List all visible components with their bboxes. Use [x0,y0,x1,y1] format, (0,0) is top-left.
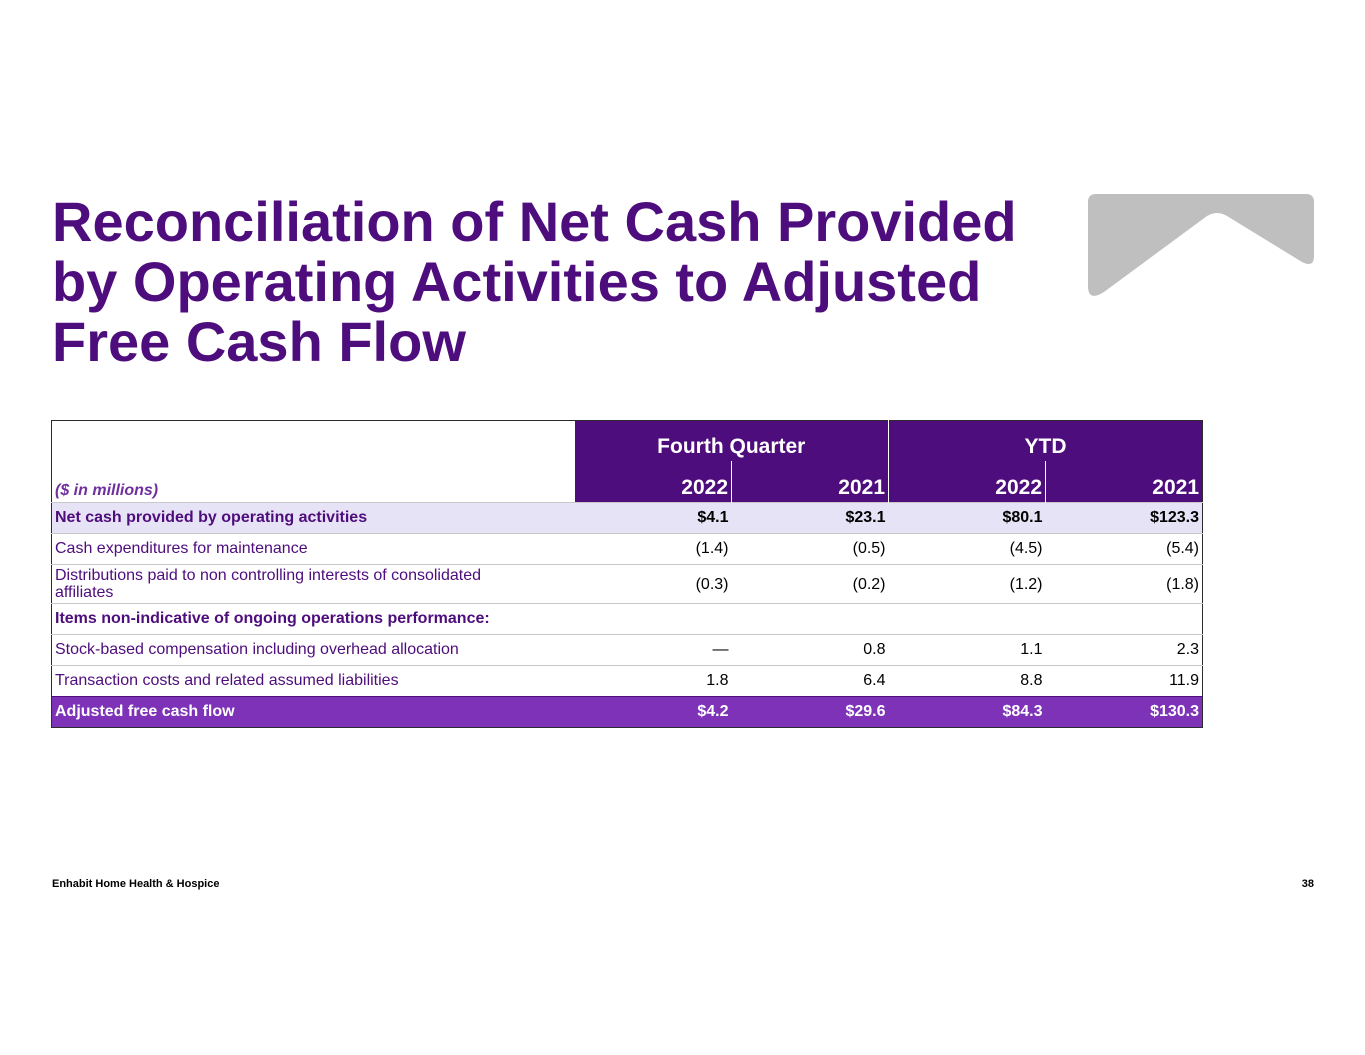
table-row: Distributions paid to non controlling in… [51,564,1203,604]
cell-value: $4.1 [574,502,732,534]
chevron-logo-icon [1088,194,1314,296]
row-label: Transaction costs and related assumed li… [51,665,575,697]
header-ytd-2022: 2022 [888,461,1047,503]
table-row: Transaction costs and related assumed li… [51,665,1203,697]
cell-value: $123.3 [1045,502,1203,534]
row-label: Cash expenditures for maintenance [51,533,575,565]
page-title: Reconciliation of Net Cash Provided by O… [52,190,1017,373]
cell-value [888,603,1046,635]
header-ytd: YTD [888,420,1203,461]
cell-value: — [574,634,732,666]
header-q4-2022: 2022 [574,461,732,503]
cell-value [731,603,889,635]
cell-value: 2.3 [1045,634,1203,666]
table-row-total: Adjusted free cash flow $4.2 $29.6 $84.3… [51,696,1203,728]
cell-value: (0.3) [574,564,732,604]
cell-value: (0.2) [731,564,889,604]
table-row: Net cash provided by operating activitie… [51,502,1203,534]
header-ytd-2021: 2021 [1045,461,1203,503]
table-year-header-row: ($ in millions) 2022 2021 2022 2021 [51,461,1203,503]
cell-value: 0.8 [731,634,889,666]
cell-value: 6.4 [731,665,889,697]
cell-value: 1.1 [888,634,1046,666]
header-q4-2021: 2021 [731,461,890,503]
row-label: Items non-indicative of ongoing operatio… [51,603,575,635]
footer-company-name: Enhabit Home Health & Hospice [52,878,220,890]
cell-value [1045,603,1203,635]
cell-value [574,603,732,635]
reconciliation-table: Fourth Quarter YTD ($ in millions) 2022 … [51,420,1204,728]
header-blank-cell [51,420,575,461]
cell-value: $80.1 [888,502,1046,534]
cell-value: $84.3 [888,696,1046,728]
table-row: Items non-indicative of ongoing operatio… [51,603,1203,635]
row-label: Adjusted free cash flow [51,696,575,728]
table-group-header-row: Fourth Quarter YTD [51,420,1203,461]
cell-value: 11.9 [1045,665,1203,697]
cell-value: 8.8 [888,665,1046,697]
cell-value: $130.3 [1045,696,1203,728]
row-label: Distributions paid to non controlling in… [51,564,575,604]
cell-value: (5.4) [1045,533,1203,565]
cell-value: $4.2 [574,696,732,728]
cell-value: (4.5) [888,533,1046,565]
cell-value: (1.8) [1045,564,1203,604]
page-number: 38 [1301,878,1314,890]
cell-value: 1.8 [574,665,732,697]
row-label: Net cash provided by operating activitie… [51,502,575,534]
cell-value: (1.2) [888,564,1046,604]
row-label: Stock-based compensation including overh… [51,634,575,666]
unit-label: ($ in millions) [51,461,575,503]
cell-value: $23.1 [731,502,889,534]
cell-value: (0.5) [731,533,889,565]
cell-value: (1.4) [574,533,732,565]
table-row: Stock-based compensation including overh… [51,634,1203,666]
header-fourth-quarter: Fourth Quarter [574,420,890,461]
cell-value: $29.6 [731,696,889,728]
table-row: Cash expenditures for maintenance (1.4) … [51,533,1203,565]
